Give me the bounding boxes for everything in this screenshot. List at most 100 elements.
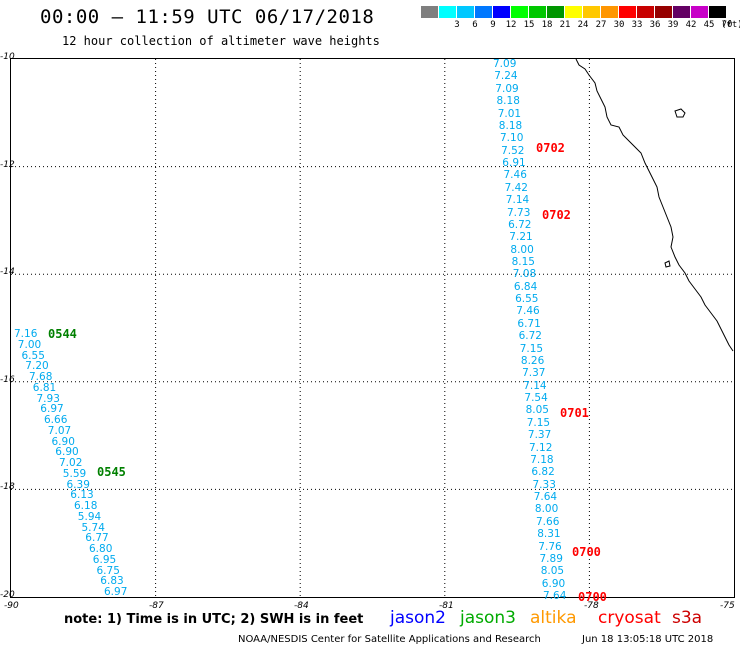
legend-swatch bbox=[637, 6, 654, 18]
swh-value: 5.59 bbox=[62, 467, 87, 480]
legend-swatch bbox=[529, 6, 546, 18]
time-label: 0700 bbox=[578, 590, 607, 604]
swh-value: 5.74 bbox=[81, 521, 105, 534]
legend-label: 42 bbox=[685, 20, 697, 30]
swh-value: 6.91 bbox=[502, 157, 526, 169]
swh-value: 7.08 bbox=[512, 268, 537, 281]
swh-value: 7.54 bbox=[524, 392, 548, 404]
legend-label: 30 bbox=[613, 20, 625, 30]
swh-value: 7.14 bbox=[505, 194, 530, 207]
legend-label: 6 bbox=[472, 20, 478, 30]
swh-value: 7.16 bbox=[14, 328, 38, 340]
swh-value: 8.00 bbox=[510, 243, 534, 256]
swh-value: 6.97 bbox=[104, 586, 128, 598]
legend-swatch bbox=[673, 6, 690, 18]
latitude-label: -14 bbox=[0, 267, 15, 278]
legend-swatch bbox=[511, 6, 528, 18]
longitude-label: -87 bbox=[149, 601, 164, 611]
legend-label: 18 bbox=[541, 20, 553, 30]
swh-value: 7.89 bbox=[539, 552, 563, 565]
swh-value: 7.52 bbox=[501, 144, 525, 157]
swh-value: 8.26 bbox=[520, 354, 545, 367]
satellite-key-jason2: jason2 bbox=[390, 608, 446, 628]
swh-value: 6.80 bbox=[89, 543, 113, 555]
legend-swatch bbox=[691, 6, 708, 18]
time-label: 0700 bbox=[572, 545, 601, 559]
legend-swatch bbox=[709, 6, 726, 18]
legend-label: 39 bbox=[667, 20, 679, 30]
swh-value: 6.90 bbox=[541, 577, 566, 590]
time-label: 0545 bbox=[97, 465, 126, 479]
longitude-label: -81 bbox=[439, 601, 454, 611]
swh-value: 6.55 bbox=[515, 293, 539, 306]
legend-label: 24 bbox=[577, 20, 589, 30]
swh-value: 8.18 bbox=[496, 95, 520, 108]
swh-value: 7.20 bbox=[25, 360, 49, 373]
timestamp-text: Jun 18 13:05:18 UTC 2018 bbox=[582, 634, 714, 645]
swh-value: 7.12 bbox=[529, 441, 553, 454]
swh-value: 7.42 bbox=[504, 181, 528, 194]
legend-swatch bbox=[655, 6, 672, 18]
swh-value: 7.64 bbox=[533, 491, 558, 503]
legend-swatch bbox=[421, 6, 438, 18]
swh-value: 8.05 bbox=[525, 404, 549, 417]
swh-value: 7.73 bbox=[507, 206, 531, 219]
map-canvas bbox=[11, 59, 734, 597]
swh-value: 7.64 bbox=[543, 590, 567, 602]
legend-label: 15 bbox=[523, 20, 535, 30]
legend-unit: (ft) bbox=[721, 20, 740, 30]
swh-value: 6.71 bbox=[517, 317, 541, 330]
swh-value: 6.39 bbox=[66, 478, 90, 491]
note-text: note: 1) Time is in UTC; 2) SWH is in fe… bbox=[64, 612, 364, 627]
legend-swatch bbox=[439, 6, 456, 18]
satellite-key-s3a: s3a bbox=[672, 608, 703, 628]
swh-value: 7.93 bbox=[36, 392, 60, 405]
swh-value: 7.46 bbox=[516, 305, 540, 318]
swh-value: 6.77 bbox=[85, 532, 109, 545]
swh-value: 7.37 bbox=[527, 429, 552, 442]
satellite-key-altika: altika bbox=[530, 608, 577, 628]
swh-value: 7.00 bbox=[17, 338, 42, 351]
longitude-label: -90 bbox=[4, 601, 19, 611]
swh-value: 6.13 bbox=[70, 489, 94, 502]
time-label: 0702 bbox=[542, 208, 571, 222]
legend-swatch bbox=[601, 6, 618, 18]
swh-value: 6.90 bbox=[55, 446, 79, 459]
swh-value: 7.09 bbox=[495, 82, 519, 95]
swh-value: 7.21 bbox=[509, 231, 533, 244]
swh-value: 7.07 bbox=[47, 424, 72, 437]
legend-label: 70 bbox=[721, 20, 733, 30]
swh-value: 6.72 bbox=[508, 218, 532, 231]
legend-swatch bbox=[583, 6, 600, 18]
swh-value: 6.90 bbox=[51, 435, 75, 448]
swh-value: 7.46 bbox=[503, 169, 527, 182]
coastline bbox=[575, 59, 734, 352]
swh-value: 7.09 bbox=[493, 58, 517, 70]
swh-value: 7.33 bbox=[532, 478, 556, 491]
legend-swatch bbox=[565, 6, 582, 18]
latitude-label: -12 bbox=[0, 159, 15, 170]
page-subtitle: 12 hour collection of altimeter wave hei… bbox=[62, 34, 380, 48]
swh-value: 7.10 bbox=[500, 132, 524, 145]
swh-value: 6.72 bbox=[518, 330, 542, 343]
legend-swatch bbox=[493, 6, 510, 18]
swh-value: 7.68 bbox=[29, 371, 53, 383]
legend-label: 9 bbox=[490, 20, 496, 30]
swh-value: 7.18 bbox=[530, 453, 554, 466]
swh-value: 8.18 bbox=[498, 119, 523, 132]
swh-value: 6.66 bbox=[44, 414, 68, 426]
swh-value: 7.15 bbox=[519, 342, 544, 355]
page-title: 00:00 – 11:59 UTC 06/17/2018 bbox=[40, 6, 375, 28]
longitude-label: -84 bbox=[294, 601, 309, 611]
swh-value: 8.00 bbox=[534, 503, 559, 516]
swh-value: 7.76 bbox=[538, 540, 562, 553]
swh-value: 6.81 bbox=[32, 381, 57, 394]
legend-swatch bbox=[547, 6, 564, 18]
swh-value: 8.15 bbox=[511, 256, 535, 268]
map-panel bbox=[10, 58, 735, 598]
swh-value: 6.55 bbox=[21, 349, 45, 362]
legend-label: 12 bbox=[505, 20, 517, 30]
time-label: 0701 bbox=[560, 406, 589, 420]
legend-label: 36 bbox=[649, 20, 661, 30]
